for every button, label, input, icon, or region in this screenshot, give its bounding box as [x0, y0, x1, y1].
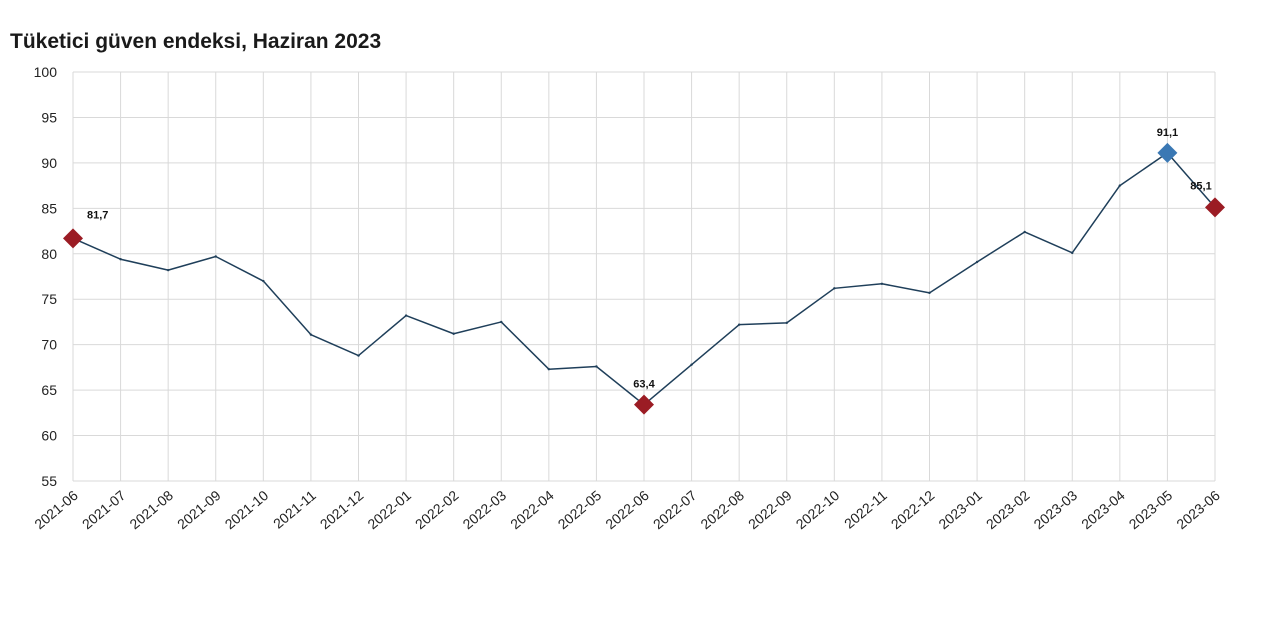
y-tick-label: 55: [41, 473, 57, 489]
data-point: [595, 365, 598, 368]
data-point: [690, 363, 693, 366]
x-tick-label: 2022-06: [602, 487, 652, 532]
chart-title: Tüketici güven endeksi, Haziran 2023: [10, 30, 382, 53]
x-tick-label: 2021-07: [79, 487, 129, 532]
data-point: [785, 321, 788, 325]
data-point: [975, 260, 979, 264]
y-tick-label: 95: [41, 109, 57, 125]
data-point: [309, 333, 313, 336]
highlight-marker: [1157, 142, 1178, 163]
data-point: [119, 258, 122, 261]
x-tick-label: 2023-02: [983, 487, 1033, 532]
data-point: [262, 279, 265, 283]
data-point: [928, 291, 931, 295]
x-tick-label: 2022-03: [460, 487, 510, 532]
data-point: [500, 320, 503, 324]
data-point: [737, 323, 741, 326]
x-tick-label: 2022-07: [650, 487, 700, 532]
x-tick-label: 2022-08: [697, 487, 747, 532]
x-tick-label: 2021-10: [222, 487, 272, 532]
x-tick-label: 2023-01: [935, 487, 985, 532]
grid-lines: [72, 71, 1216, 482]
highlight-marker: [634, 394, 654, 415]
data-label: 81,7: [87, 209, 108, 221]
x-tick-label: 2021-11: [270, 487, 319, 532]
x-tick-label: 2022-04: [507, 487, 557, 532]
x-tick-label: 2022-11: [841, 487, 890, 532]
highlight-markers: 81,7 63,4 91,1 85,1: [63, 127, 1225, 415]
highlight-marker: [1205, 197, 1225, 218]
x-tick-label: 2021-08: [126, 487, 176, 532]
y-tick-label: 85: [41, 200, 57, 216]
x-tick-label: 2022-12: [888, 487, 938, 532]
data-label: 91,1: [1157, 127, 1178, 139]
data-point: [357, 354, 360, 357]
data-point: [1071, 251, 1074, 255]
y-tick-label: 60: [41, 428, 57, 444]
data-point: [404, 314, 408, 317]
x-tick-label: 2022-09: [745, 487, 795, 532]
y-axis-ticks: 55 60 65 70 75 80 85 90 95 100: [34, 64, 58, 489]
y-tick-label: 80: [41, 246, 57, 262]
y-tick-label: 75: [41, 291, 57, 307]
x-tick-label: 2022-10: [793, 487, 843, 532]
data-point: [880, 282, 884, 285]
data-point: [214, 255, 217, 258]
x-tick-label: 2022-01: [364, 487, 414, 532]
y-tick-label: 65: [41, 382, 57, 398]
x-tick-label: 2021-06: [31, 487, 81, 532]
data-point: [166, 268, 170, 272]
data-label: 63,4: [633, 379, 655, 391]
data-point: [452, 332, 455, 335]
x-tick-label: 2023-06: [1173, 487, 1223, 532]
data-point: [1118, 184, 1122, 187]
highlight-marker: [63, 228, 83, 249]
x-axis-ticks: 2021-062021-072021-082021-092021-102021-…: [31, 487, 1223, 532]
data-point: [547, 368, 551, 371]
x-tick-label: 2023-04: [1078, 487, 1128, 532]
data-label: 85,1: [1190, 180, 1211, 192]
x-tick-label: 2022-02: [412, 487, 462, 532]
y-tick-label: 70: [41, 337, 57, 353]
x-tick-label: 2021-12: [317, 487, 367, 532]
x-tick-label: 2023-05: [1126, 487, 1176, 532]
x-tick-label: 2021-09: [174, 487, 224, 532]
y-tick-label: 100: [34, 64, 58, 80]
x-tick-label: 2023-03: [1031, 487, 1081, 532]
x-tick-label: 2022-05: [555, 487, 605, 532]
y-tick-label: 90: [41, 155, 57, 171]
data-point: [833, 287, 836, 290]
data-point: [1023, 230, 1026, 234]
